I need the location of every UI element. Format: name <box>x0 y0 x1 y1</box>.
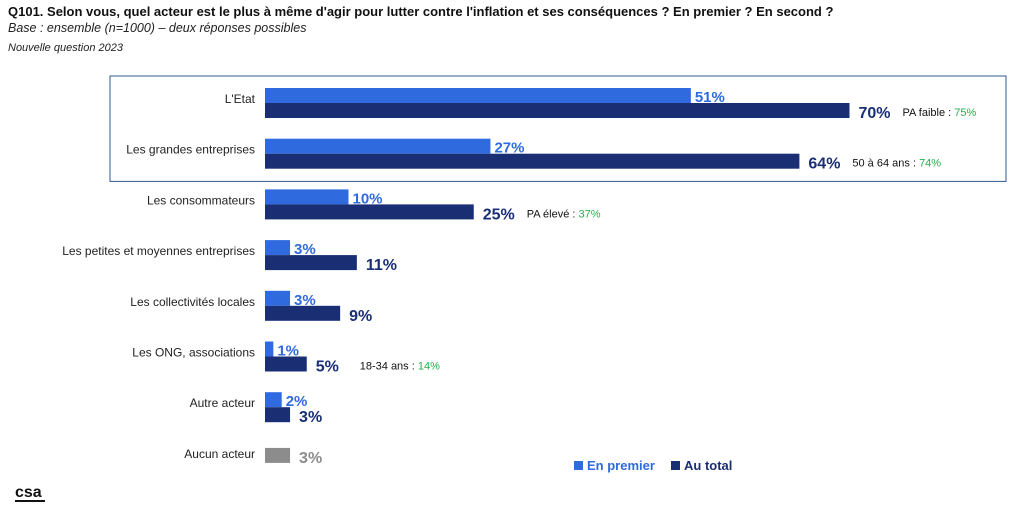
value-label-first-row-2: 10% <box>353 190 383 207</box>
annotation-label-row-5: 18-34 ans : <box>360 361 418 373</box>
category-label-row-4: Les collectivités locales <box>130 295 255 309</box>
category-label-row-5: Les ONG, associations <box>132 346 255 360</box>
value-label-total-row-1: 64% <box>808 156 840 173</box>
value-label-total-row-6: 3% <box>299 409 322 426</box>
chart-subtitle: Base : ensemble (n=1000) – deux réponses… <box>8 21 307 35</box>
bar-first-row-2 <box>265 189 349 205</box>
legend-label-first: En premier <box>587 458 655 473</box>
annotation-value-row-1: 74% <box>919 158 941 170</box>
category-label-row-1: Les grandes entreprises <box>126 143 255 157</box>
highlight-box <box>109 75 1007 182</box>
bar-first-row-1 <box>265 138 491 154</box>
value-label-total-row-0: 70% <box>859 105 891 122</box>
value-label-total-row-4: 9% <box>349 308 372 325</box>
value-label-total-row-5: 5% <box>316 359 339 376</box>
bar-first-row-6 <box>265 392 282 408</box>
chart-note: Nouvelle question 2023 <box>8 42 123 54</box>
bar-total-row-1 <box>265 153 800 169</box>
annotation-row-2: PA élevé : 37% <box>527 208 601 220</box>
legend-swatch-first <box>574 461 583 470</box>
value-label-first-row-6: 2% <box>286 393 308 410</box>
category-label-row-2: Les consommateurs <box>147 193 255 207</box>
value-label-total-row-3: 11% <box>366 257 397 274</box>
annotation-value-row-2: 37% <box>579 208 601 220</box>
bar-first-row-3 <box>265 240 291 256</box>
legend-item-first: En premier <box>574 458 655 473</box>
bar-total-row-6 <box>265 407 291 423</box>
bar-total-row-7 <box>265 447 291 463</box>
bar-total-row-5 <box>265 356 307 372</box>
value-label-first-row-4: 3% <box>294 292 316 309</box>
bar-total-row-2 <box>265 204 474 220</box>
legend-label-total: Au total <box>684 458 733 473</box>
annotation-value-row-5: 14% <box>418 361 440 373</box>
bar-total-row-0 <box>265 103 850 118</box>
bar-first-row-0 <box>265 88 691 103</box>
category-label-row-0: L'Etat <box>225 92 256 106</box>
csa-logo: csa <box>15 484 45 502</box>
value-label-first-row-0: 51% <box>695 89 725 106</box>
category-label-row-3: Les petites et moyennes entreprises <box>62 244 255 258</box>
category-label-row-6: Autre acteur <box>190 396 255 410</box>
bar-first-row-5 <box>265 341 274 357</box>
legend-swatch-total <box>671 461 680 470</box>
annotation-label-row-1: 50 à 64 ans : <box>852 158 919 170</box>
annotation-row-1: 50 à 64 ans : 74% <box>852 158 941 170</box>
annotation-label-row-0: PA faible : <box>903 107 955 119</box>
annotation-row-0: PA faible : 75% <box>903 107 977 119</box>
bar-total-row-4 <box>265 305 341 321</box>
value-label-first-row-1: 27% <box>494 140 524 157</box>
legend-item-total: Au total <box>671 458 732 473</box>
annotation-row-5: 18-34 ans : 14% <box>360 361 440 373</box>
bar-total-row-3 <box>265 255 357 271</box>
chart-title: Q101. Selon vous, quel acteur est le plu… <box>8 4 834 19</box>
logo-text: csa <box>15 484 42 501</box>
value-label-total-row-2: 25% <box>483 206 515 223</box>
value-label-total-row-7: 3% <box>299 450 322 467</box>
value-label-first-row-5: 1% <box>277 343 299 360</box>
bar-first-row-4 <box>265 290 291 306</box>
category-label-row-7: Aucun acteur <box>184 447 255 461</box>
annotation-label-row-2: PA élevé : <box>527 208 579 220</box>
annotation-value-row-0: 75% <box>954 107 976 119</box>
value-label-first-row-3: 3% <box>294 241 316 258</box>
